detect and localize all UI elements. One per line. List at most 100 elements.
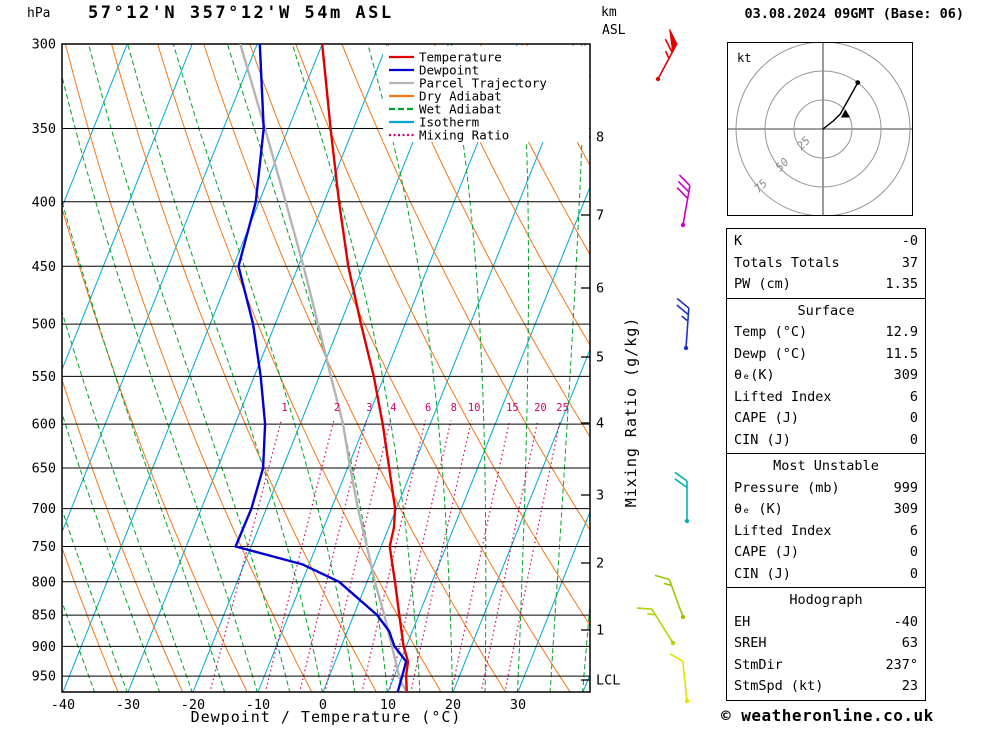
temp-tick-label: 30 (510, 697, 526, 713)
pressure-tick-label: 900 (32, 639, 56, 655)
mixing-ratio-value: 3 (366, 402, 372, 414)
stat-label: Pressure (mb) (734, 479, 840, 496)
stat-label: EH (734, 613, 751, 630)
stats-row: SREH 63 (727, 633, 925, 655)
dry-adiabat-line (157, 44, 442, 692)
run-datetime: 03.08.2024 09GMT (Base: 06) (744, 6, 964, 22)
dry-adiabat-line (571, 44, 590, 79)
pressure-tick-label: 450 (32, 259, 56, 275)
wet-adiabat-line (582, 597, 590, 692)
mixing-ratio-line (299, 420, 367, 692)
isotherm-line (387, 185, 590, 692)
stat-value: 6 (909, 388, 918, 405)
chart-background (62, 44, 590, 692)
stats-row: Lifted Index 6 (727, 387, 925, 409)
stats-section: Hodograph EH -40 SREH 63 StmDir 237° StmSpd (kt… (726, 587, 926, 701)
wind-barb (655, 29, 678, 82)
stat-value: 237° (885, 656, 918, 673)
mixing-ratio-value: 8 (451, 402, 457, 414)
wet-adiabat-line (172, 44, 356, 692)
stats-row: θₑ (K) 309 (727, 499, 925, 521)
wet-adiabat-line (447, 44, 487, 692)
dry-adiabat-line (295, 44, 590, 627)
pressure-gridlines (62, 43, 590, 677)
mixing-ratio-value: 1 (281, 402, 287, 414)
temp-tick-label: -10 (246, 697, 270, 713)
km-tick-label: 5 (596, 350, 604, 366)
pressure-tick-label: 300 (32, 37, 56, 53)
stat-label: CIN (J) (734, 565, 791, 582)
hodograph-ring (793, 99, 853, 159)
pressure-tick-label: 700 (32, 501, 56, 517)
stat-value: 6 (909, 522, 918, 539)
isotherm-line (452, 348, 590, 692)
mixing-ratio-value: 2 (334, 402, 340, 414)
stat-value: 0 (909, 431, 918, 448)
pressure-tick-label: 600 (32, 417, 56, 433)
skewt-chart: 1 2 3 4 6 8 10 15 20 2530035040045050055060065070… (32, 29, 691, 713)
hodograph-ring (764, 70, 882, 188)
stat-label: Lifted Index (734, 388, 832, 405)
hodograph-ring-label: 25 (794, 134, 813, 153)
mixing-ratio-value: 6 (425, 402, 431, 414)
pressure-tick-label: 650 (32, 461, 56, 477)
mixing-ratio-value: 4 (390, 402, 396, 414)
stat-value: 11.5 (885, 345, 918, 362)
dry-adiabat-line (111, 44, 377, 692)
wind-barb-station-dot (670, 640, 676, 646)
stats-section: Surface Temp (°C) 12.9 Dewp (°C) 11.5 θₑ(K) 30… (726, 297, 926, 454)
legend-label: Wet Adiabat (419, 102, 502, 117)
stats-row: Totals Totals 37 (727, 253, 925, 275)
wet-adiabat-line (127, 44, 323, 692)
temp-tick-label: 10 (380, 697, 396, 713)
stats-section-title: Surface (797, 302, 855, 319)
temp-tick-label: 0 (319, 697, 327, 713)
stats-row: CIN (J) 0 (727, 430, 925, 452)
dewpoint-curve (234, 44, 408, 692)
altitude-axis-unit-asl: ASL (602, 23, 626, 38)
stat-label: SREH (734, 635, 767, 651)
hodograph-ring (735, 43, 911, 215)
legend-label: Temperature (419, 50, 502, 65)
stats-row: K -0 (727, 231, 925, 253)
pressure-axis-unit: hPa (27, 6, 51, 21)
stat-label: Temp (°C) (734, 324, 808, 340)
stat-value: 23 (901, 678, 918, 694)
mixing-ratio-line (388, 420, 452, 692)
wind-barb-station-dot (684, 518, 690, 524)
wind-barb (674, 471, 690, 524)
wet-adiabat-line (226, 44, 388, 692)
stat-label: CIN (J) (734, 431, 791, 448)
stat-label: StmSpd (kt) (734, 678, 824, 694)
isotherm-line (62, 44, 128, 209)
dry-adiabat-line (62, 378, 184, 692)
stat-value: -0 (901, 233, 918, 249)
isotherm-line (322, 44, 583, 692)
stats-row: Lifted Index 6 (727, 521, 925, 543)
wind-barb-station-dot (683, 345, 689, 351)
wet-adiabat-line (549, 44, 586, 692)
stat-value: -40 (893, 613, 918, 630)
mixing-ratio-line (480, 420, 539, 692)
hodograph-ring-label: 75 (752, 177, 771, 196)
isotherm-line (62, 44, 258, 534)
stat-label: θₑ(K) (734, 367, 775, 383)
isotherm-line (127, 44, 388, 692)
hodograph-unit-label: kt (737, 51, 751, 65)
dry-adiabat-line (433, 44, 590, 346)
wet-adiabat-line (88, 44, 291, 692)
wind-barb-station-dot (684, 698, 690, 704)
altitude-axis-unit-km: km (601, 5, 617, 20)
stats-row: CIN (J) 0 (727, 564, 925, 586)
stats-panel: K -0 Totals Totals 37 PW (cm) 1.35 Surface Temp… (726, 228, 926, 701)
wind-barb-station-dot (680, 222, 686, 228)
stats-row: Dewp (°C) 11.5 (727, 344, 925, 366)
mixing-ratio-value: 25 (556, 402, 569, 414)
legend-label: Isotherm (419, 115, 479, 130)
isotherm-line (192, 44, 453, 692)
wind-barb (676, 174, 691, 228)
isotherm-line (517, 510, 590, 692)
stats-row: EH -40 (727, 612, 925, 634)
stats-row: Temp (°C) 12.9 (727, 322, 925, 344)
